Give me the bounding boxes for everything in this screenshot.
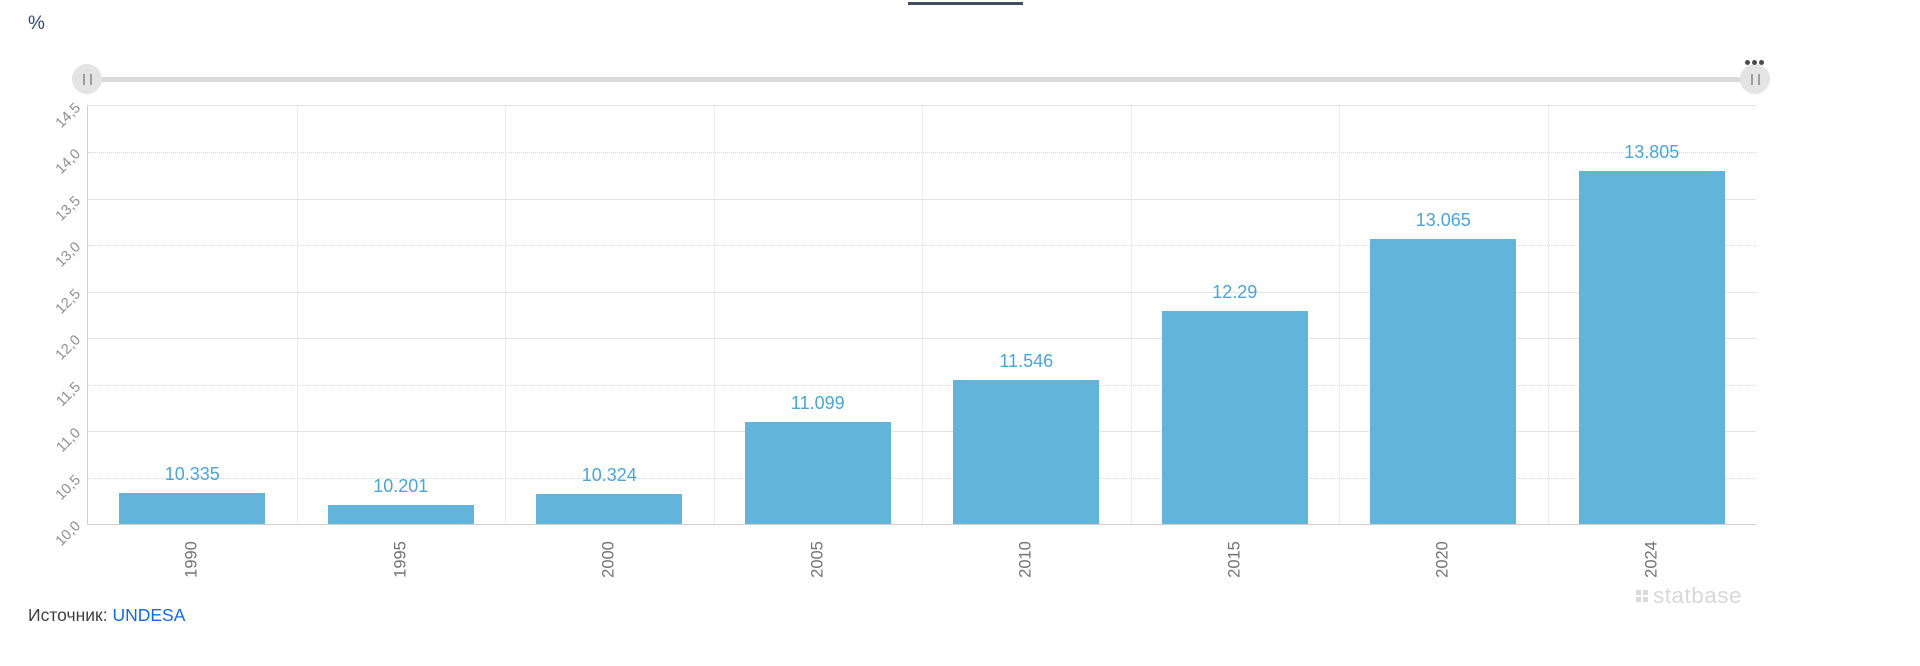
bar-2024[interactable]	[1578, 170, 1725, 524]
bar-value-label: 10.324	[581, 464, 637, 485]
plot-area: 10.335 10.201 10.324 11.099 11.546 12.29 13.06…	[87, 105, 1756, 525]
range-slider-left-handle[interactable]	[72, 64, 102, 94]
bar-value-label: 10.201	[373, 476, 429, 497]
y-axis-tick-label: 10,5	[52, 471, 85, 504]
bar-2005[interactable]	[744, 421, 891, 524]
v-gridline	[1547, 106, 1549, 524]
bar-1995[interactable]	[327, 505, 474, 524]
x-axis-tick-label: 1995	[391, 541, 410, 578]
source-line: Источник: UNDESA	[28, 605, 185, 626]
v-gridline	[713, 106, 715, 524]
x-axis-tick-label: 2020	[1433, 541, 1452, 578]
y-axis-tick-label: 12,0	[52, 332, 85, 364]
x-axis-tick-label: 2015	[1225, 541, 1244, 578]
y-axis-unit-label: %	[28, 13, 45, 34]
bar-value-label: 10.335	[164, 463, 220, 484]
v-gridline	[505, 106, 506, 524]
bar-value-label: 11.546	[999, 351, 1054, 372]
drag-handle-icon	[82, 73, 92, 85]
v-gridline	[922, 106, 923, 524]
y-axis-tick-label: 13,0	[52, 239, 85, 271]
watermark-logo-icon	[1635, 590, 1648, 602]
active-tab-indicator	[908, 2, 1023, 5]
y-axis-tick-label: 10,0	[52, 518, 85, 550]
more-options-icon[interactable]	[1745, 60, 1764, 65]
bar-value-label: 13.065	[1415, 210, 1471, 231]
bar-value-label: 11.099	[790, 392, 845, 413]
y-axis-tick-label: 11,0	[53, 425, 85, 456]
bar-1990[interactable]	[119, 492, 266, 524]
x-axis-tick-label: 2005	[808, 541, 827, 578]
x-axis-tick-label: 1990	[182, 541, 201, 578]
y-axis-tick-label: 14,5	[52, 100, 85, 132]
bar-2000[interactable]	[536, 493, 683, 524]
y-axis-tick-label: 14,0	[52, 146, 85, 178]
bar-value-label: 12.29	[1212, 282, 1258, 303]
y-axis-tick-label: 12,5	[52, 285, 85, 318]
range-slider-right-handle[interactable]	[1740, 64, 1770, 94]
x-axis-tick-label: 2010	[1016, 541, 1035, 578]
bar-value-label: 13.805	[1624, 141, 1680, 162]
watermark: statbase	[1635, 583, 1742, 609]
drag-handle-icon	[1750, 73, 1760, 85]
x-axis-tick-label: 2000	[599, 541, 618, 578]
bar-2015[interactable]	[1161, 311, 1308, 524]
y-axis-tick-label: 11,5	[53, 378, 85, 410]
v-gridline	[296, 106, 298, 524]
bar-2010[interactable]	[953, 380, 1100, 524]
watermark-text: statbase	[1652, 583, 1742, 608]
range-slider-track[interactable]	[87, 77, 1755, 82]
source-label: Источник:	[28, 605, 108, 625]
x-axis-tick-label: 2024	[1642, 541, 1661, 578]
bar-2020[interactable]	[1370, 239, 1517, 524]
source-link[interactable]: UNDESA	[112, 605, 186, 625]
v-gridline	[1339, 106, 1340, 524]
v-gridline	[1130, 106, 1132, 524]
y-axis-tick-label: 13,5	[52, 193, 85, 225]
